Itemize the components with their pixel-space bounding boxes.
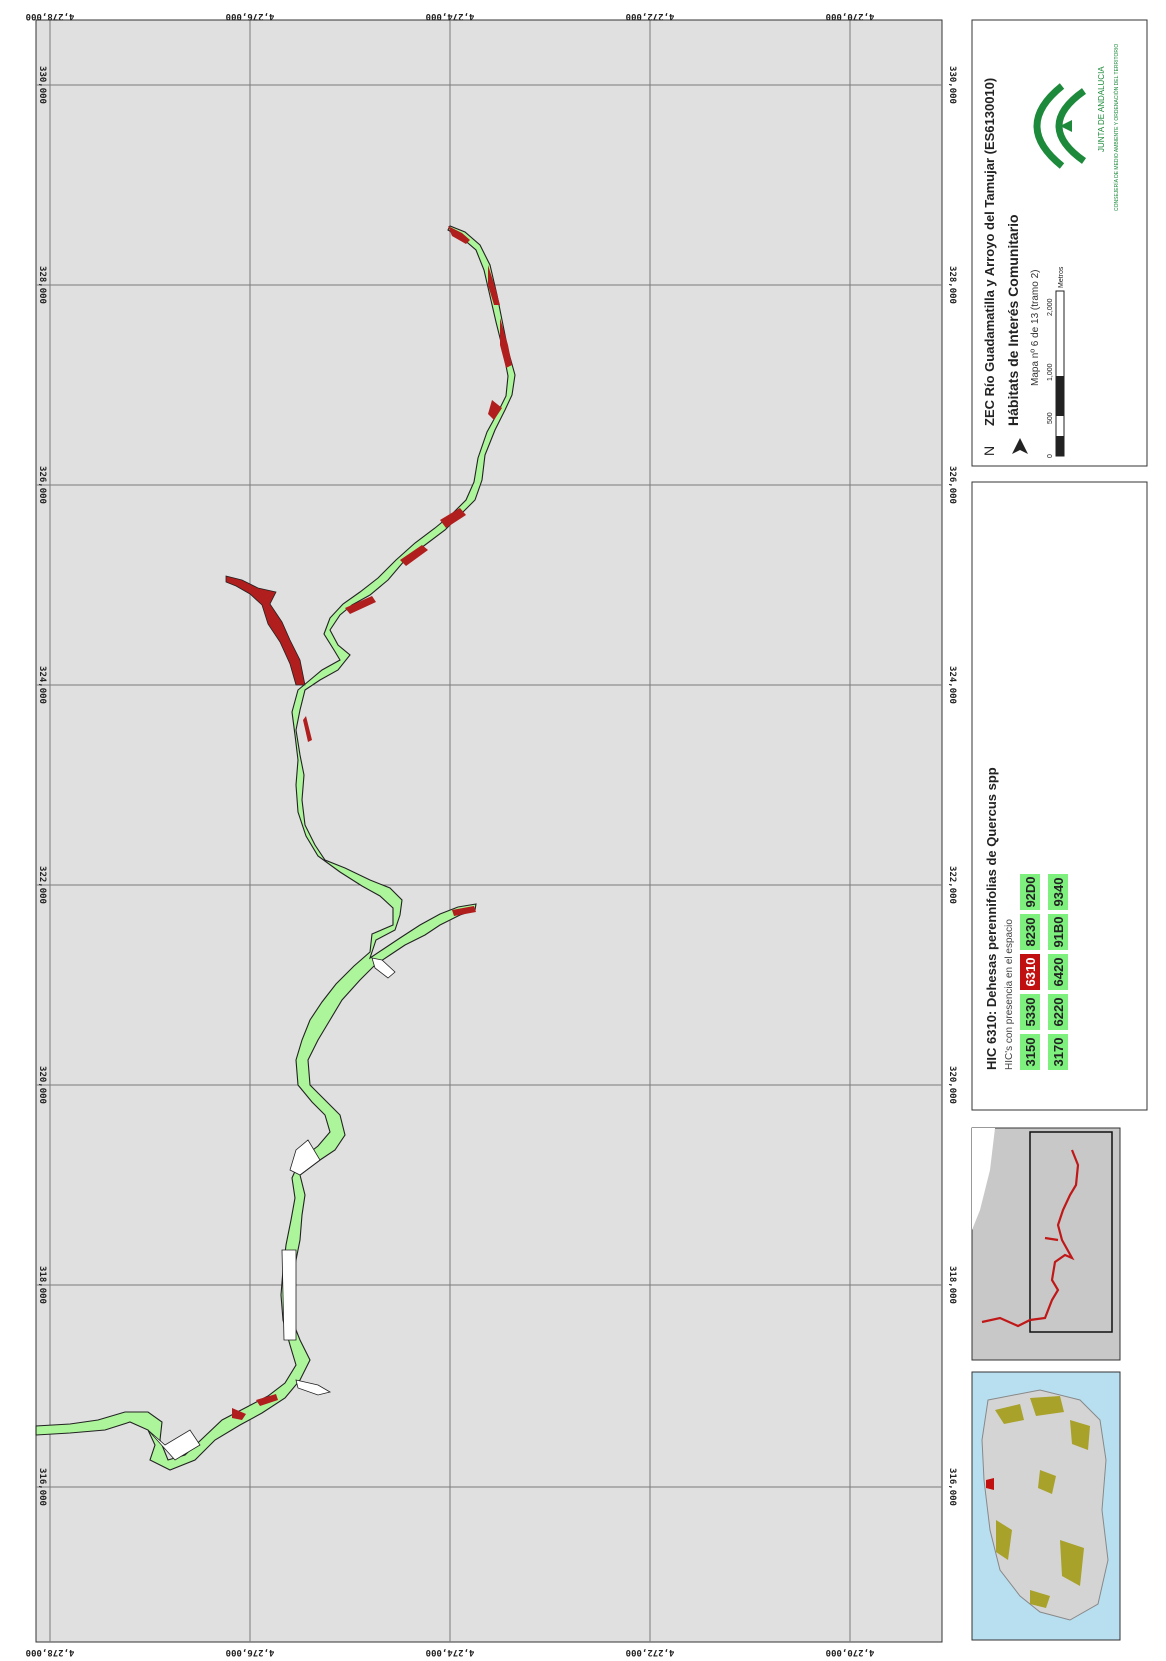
hic-code: 6420 [1051,958,1066,987]
x-coord-label: 330,000 [37,66,47,104]
map-title: ZEC Río Guadamatilla y Arroyo del Tamuja… [982,78,997,426]
scale-tick: 1,000 [1047,363,1054,381]
north-arrow-label: N [981,446,997,456]
river-corridor [35,225,516,1471]
scale-tick: 0 [1047,454,1054,458]
x-coord-label: 326,000 [37,466,47,504]
x-coord-label-right: 318,000 [947,1266,957,1304]
map-number: Mapa nº 6 de 13 (tramo 2) [1030,270,1041,387]
scale-bar: 0 500 1,000 2,000 Metros [1047,266,1065,458]
logo-name: JUNTA DE ANDALUCIA [1097,66,1106,152]
x-coord-label-right: 330,000 [947,66,957,104]
hic-code: 9340 [1051,878,1066,907]
y-coord-label-bottom: 4,272,000 [626,1647,675,1657]
legend-panel: HIC 6310: Dehesas perennifolias de Querc… [971,481,1148,1111]
map-subtitle: Hábitats de Interés Comunitario [1005,214,1021,426]
x-coord-label-right: 328,000 [947,266,957,304]
y-coord-label-bottom: 4,274,000 [426,1647,475,1657]
scale-tick: 2,000 [1047,298,1054,316]
legend-codes-row1: 3150 5330 6310 8230 92D0 [1020,874,1040,1070]
hic-code: 92D0 [1023,876,1038,907]
y-coord-label: 4,270,000 [826,11,875,21]
hic-code: 91B0 [1051,916,1066,947]
x-coord-label: 320,000 [37,1066,47,1104]
x-coord-label-right: 320,000 [947,1066,957,1104]
hic-code: 3170 [1051,1038,1066,1067]
grid-lines [36,20,942,1642]
x-coord-label: 324,000 [37,666,47,704]
y-coord-label: 4,272,000 [626,11,675,21]
hic-code-highlight: 6310 [1023,958,1038,987]
location-inset [971,1371,1121,1641]
x-coord-label-right: 326,000 [947,466,957,504]
hic-code: 6220 [1051,998,1066,1027]
hic-code: 8230 [1023,918,1038,947]
x-coord-label-right: 324,000 [947,666,957,704]
coordinate-labels: 316,000 318,000 320,000 322,000 324,000 … [26,11,957,1657]
x-coord-label: 322,000 [37,866,47,904]
legend-title: HIC 6310: Dehesas perennifolias de Querc… [984,767,999,1070]
legend-codes-row2: 3170 6220 6420 91B0 9340 [1048,874,1068,1070]
y-coord-label: 4,274,000 [426,11,475,21]
logo-dept: CONSEJERÍA DE MEDIO AMBIENTE Y ORDENACIÓ… [1113,44,1120,211]
y-coord-label: 4,276,000 [226,11,275,21]
hic-code: 3150 [1023,1038,1038,1067]
scale-tick: 500 [1047,412,1054,424]
map-panel [35,19,943,1643]
north-arrow-icon [1012,438,1028,454]
y-coord-label-bottom: 4,270,000 [826,1647,875,1657]
y-coord-label-bottom: 4,278,000 [26,1647,75,1657]
x-coord-label: 318,000 [37,1266,47,1304]
junta-logo: JUNTA DE ANDALUCIA CONSEJERÍA DE MEDIO A… [1033,44,1120,211]
x-coord-label: 328,000 [37,266,47,304]
x-coord-label-right: 316,000 [947,1468,957,1506]
hic-code: 5330 [1023,998,1038,1027]
x-coord-label-right: 322,000 [947,866,957,904]
y-coord-label: 4,278,000 [26,11,75,21]
legend-subtitle: HIC's con presencia en el espacio [1004,919,1015,1070]
x-coord-label: 316,000 [37,1468,47,1506]
scale-unit: Metros [1058,266,1065,288]
y-coord-label-bottom: 4,276,000 [226,1647,275,1657]
title-panel: N ZEC Río Guadamatilla y Arroyo del Tamu… [971,19,1148,467]
overview-inset [971,1127,1121,1361]
